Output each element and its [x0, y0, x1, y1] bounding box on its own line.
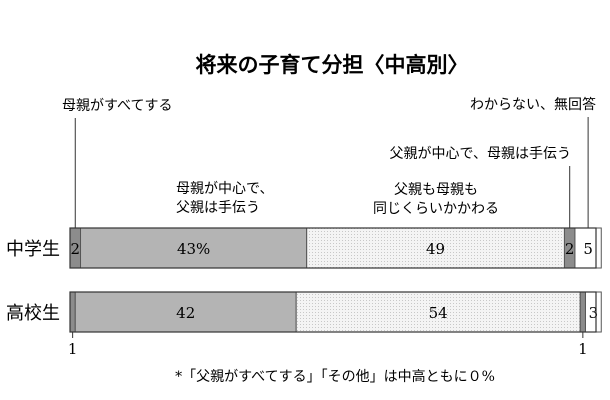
bar-segment [574, 227, 602, 269]
category-label: 高校生 [6, 303, 60, 324]
data-label: 5 [583, 240, 593, 258]
series-callout: わからない、無回答 [470, 96, 596, 113]
data-label: 2 [565, 240, 575, 258]
series-callout: 父親も母親も [394, 182, 478, 198]
chart-title: 将来の子育て分担〈中高別〉 [196, 53, 469, 77]
series-callout: 父親は手伝う [176, 200, 260, 216]
bar-segment [69, 291, 76, 333]
bar-segment [579, 291, 586, 333]
bottom-value-label: 1 [68, 340, 78, 358]
series-callout: 母親がすべてする [62, 98, 172, 114]
data-label: 2 [70, 240, 80, 258]
bar-outline [69, 291, 597, 333]
data-label: 3 [589, 304, 599, 322]
bottom-value-label: 1 [578, 340, 588, 358]
data-label: 43% [177, 240, 210, 258]
category-label: 中学生 [6, 239, 60, 260]
series-callout: 母親が中心で、 [176, 181, 273, 197]
bar-outline [69, 227, 597, 269]
data-label: 49 [426, 240, 445, 258]
data-label: 54 [429, 304, 448, 322]
data-label: 42 [176, 304, 195, 322]
series-callout: 同じくらいかかわる [373, 201, 499, 217]
footnote: *「父親がすべてする」「その他」は中高ともに０% [175, 368, 495, 385]
series-callout: 父親が中心で、母親は手伝う [390, 146, 571, 162]
